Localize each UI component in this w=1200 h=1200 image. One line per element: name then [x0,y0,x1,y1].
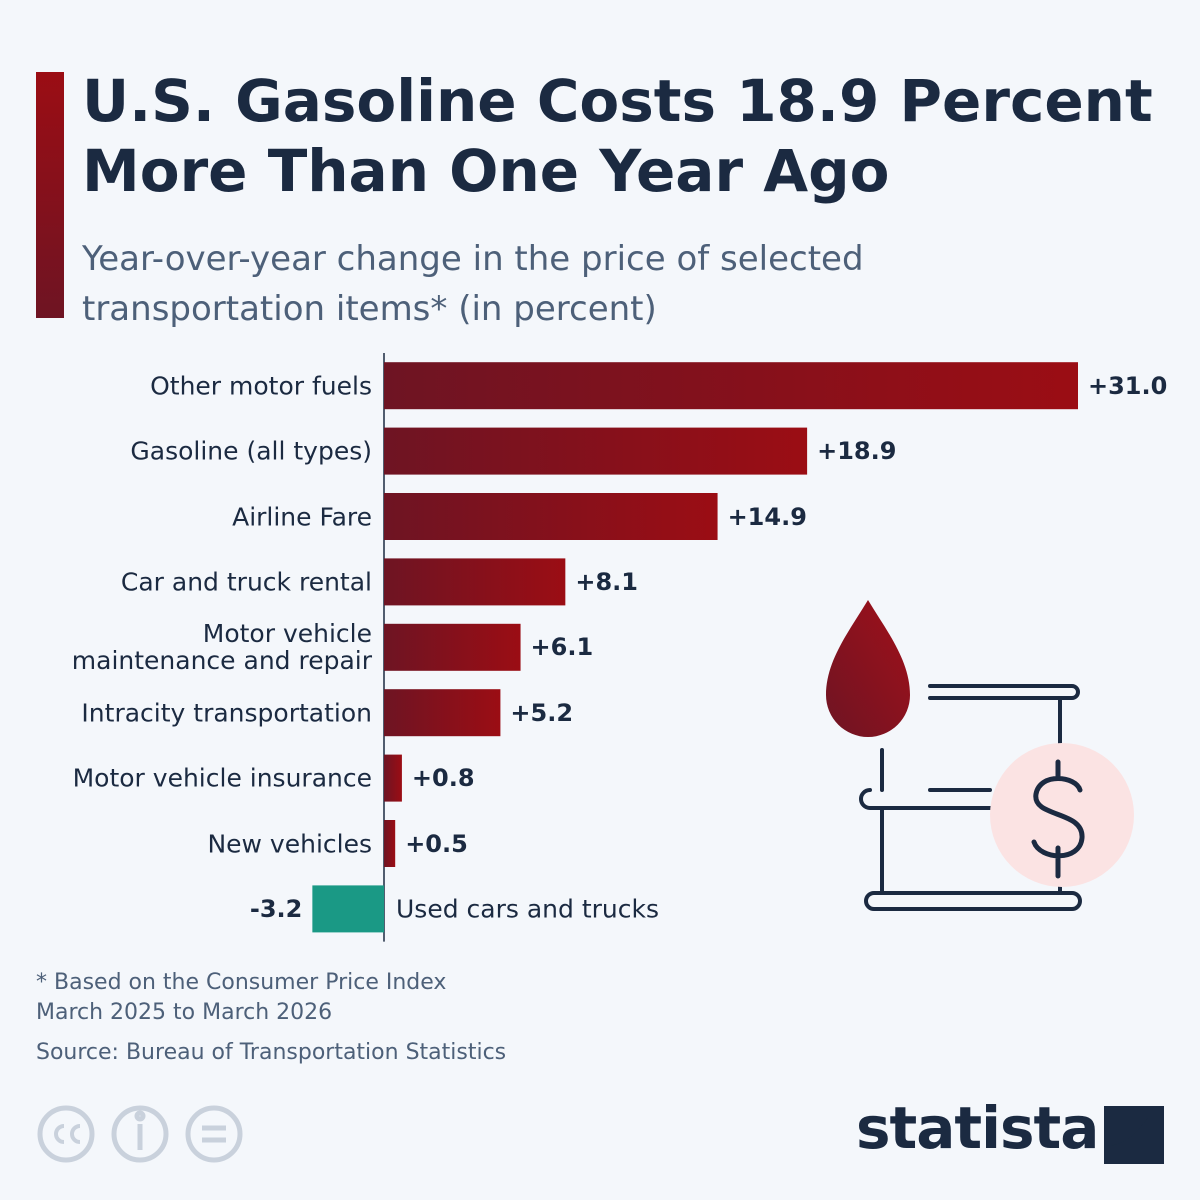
category-label: Gasoline (all types) [130,436,372,466]
chart-subtitle: Year-over-year change in the price of se… [82,239,864,329]
license-icons [37,1105,243,1163]
value-label: +31.0 [1088,371,1168,400]
source: Source: Bureau of Transportation Statist… [36,1040,507,1065]
logo: statista [856,1094,1099,1162]
value-label: +8.1 [575,567,638,596]
category-label: Other motor fuels [150,371,372,401]
bar [384,689,501,737]
category-label: Motor vehicle maintenance and repair [71,619,372,676]
category-label: Car and truck rental [120,567,372,597]
value-label: +14.9 [727,502,807,531]
bar [384,493,718,540]
bar [312,885,384,933]
bar [384,362,1078,410]
value-label: +6.1 [530,633,594,662]
logo-mark [1104,1106,1164,1164]
category-label: New vehicles [207,829,372,858]
value-label: +0.8 [411,764,475,793]
bar [384,820,396,867]
bar [384,754,402,802]
category-label: Used cars and trucks [396,894,659,924]
category-label: Airline Fare [232,502,372,531]
icon [826,600,1134,911]
value-label: +0.5 [405,829,468,858]
accent-bar [36,72,64,318]
footnote: * Based on the Consumer Price Index [36,970,447,995]
footnote: March 2025 to March 2026 [36,1000,333,1025]
value-label: +18.9 [817,437,897,466]
bar [384,623,521,671]
bar [384,558,566,606]
value-label: -3.2 [249,894,303,923]
chart-title: U.S. Gasoline Costs 18.9 Percent More Th… [82,67,1153,205]
bar [384,427,808,475]
category-label: Motor vehicle insurance [72,763,372,793]
value-label: +5.2 [510,698,574,727]
category-label: Intracity transportation [81,698,372,728]
